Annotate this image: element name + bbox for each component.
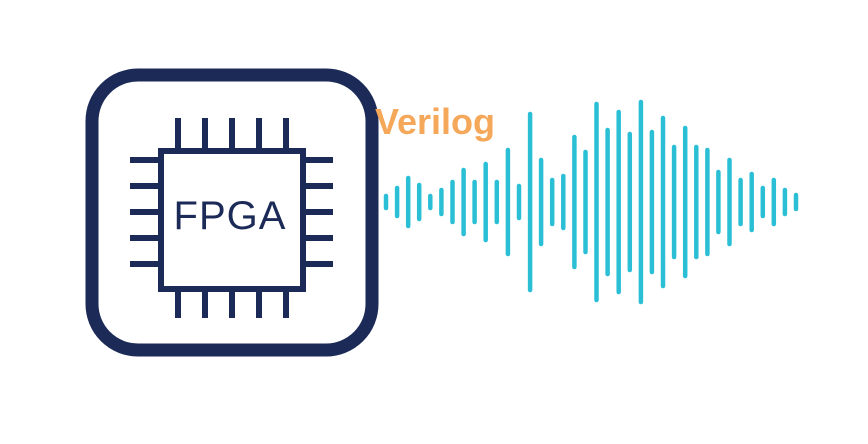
sound-wave-icon bbox=[383, 99, 799, 305]
fpga-label: FPGA bbox=[173, 193, 287, 238]
chip-pins bbox=[130, 118, 333, 318]
verilog-label: Verilog bbox=[375, 101, 496, 142]
chip-body bbox=[158, 148, 306, 292]
